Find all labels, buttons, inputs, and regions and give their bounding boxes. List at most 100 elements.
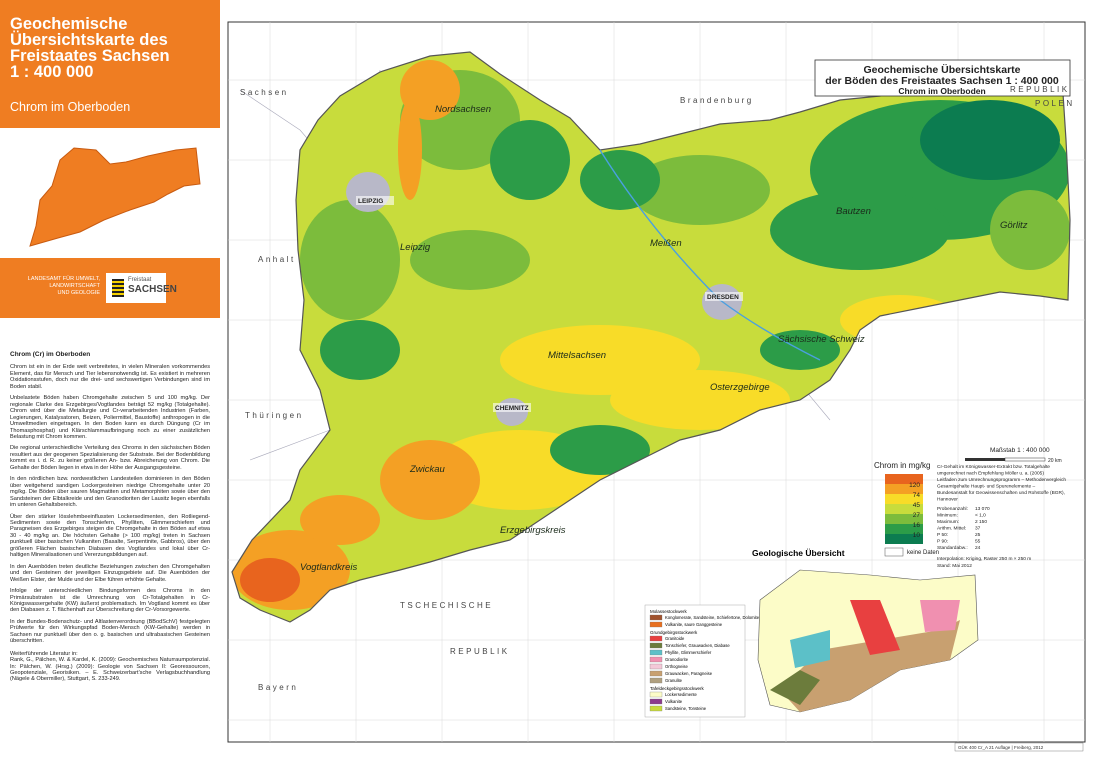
geology-item: Granitoide <box>665 636 685 641</box>
city-label: DRESDEN <box>707 294 739 301</box>
geology-item: Sandsteine, Tonsteine <box>665 706 707 711</box>
geology-swatch <box>649 691 663 698</box>
inset-unit <box>920 600 960 632</box>
state-small: Freistaat <box>128 277 152 283</box>
legend-break: 120 <box>909 482 920 489</box>
neighbour-label: Sachsen <box>240 88 289 97</box>
legend-swatch <box>885 494 923 504</box>
silhouette <box>29 147 201 247</box>
subtitle: Chrom im Oberboden <box>10 100 131 114</box>
paragraph: Chrom ist ein in der Erde weit verbreite… <box>10 364 210 390</box>
urban-area <box>346 172 390 212</box>
geology-item: Granulite <box>665 678 683 683</box>
map-title-box <box>814 59 1071 97</box>
literature-heading: Weiterführende Literatur in: <box>10 650 78 657</box>
stat-name: Arithm. Mittel: <box>937 526 966 532</box>
inset-unit <box>780 620 960 712</box>
legend-break: 10 <box>913 532 921 539</box>
district-label: Sächsische Schweiz <box>778 334 865 345</box>
state-logo: Freistaat SACHSEN <box>106 273 177 303</box>
inset-unit <box>850 600 900 655</box>
stat-value: 13 070 <box>975 506 990 512</box>
district-label: Zwickau <box>409 464 446 475</box>
method-line: umgerechnet nach Empfehlung Möller u. a.… <box>937 471 1044 477</box>
geology-swatch <box>649 670 663 677</box>
legend-break: 16 <box>913 522 921 529</box>
surface-patches <box>232 60 1070 610</box>
neighbour-label: Brandenburg <box>680 96 754 105</box>
title: Geochemische Übersichtskarte des Freista… <box>10 16 170 81</box>
geology-swatch <box>649 642 663 649</box>
legend-nodata <box>884 547 904 557</box>
city-label: LEIPZIG <box>358 198 383 205</box>
side-panel: Geochemische Übersichtskarte des Freista… <box>0 0 220 761</box>
neighbour-label: Anhalt <box>258 255 296 264</box>
heading: Chrom (Cr) im Oberboden <box>10 351 91 358</box>
agency-line: LANDWIRTSCHAFT <box>49 283 100 289</box>
stat-name: Standardabw.: <box>937 545 968 551</box>
geology-swatch <box>649 698 663 705</box>
date: Stand: Mai 2012 <box>937 563 972 569</box>
district-label: Görlitz <box>1000 220 1028 231</box>
legend-nodata-label: keine Daten <box>907 550 939 556</box>
geology-swatch <box>649 663 663 670</box>
stat-name: Maximum: <box>937 519 959 525</box>
geology-title: Geologische Übersicht <box>752 548 845 558</box>
method-line: Gesamtgehalte Haupt- und Spurenelemente … <box>937 484 1035 490</box>
district-label: Vogtlandkreis <box>300 562 357 573</box>
geology-item: Orthogneise <box>665 664 688 669</box>
scale-km: 20 km <box>1048 458 1062 464</box>
stat-value: 2 150 <box>975 519 987 525</box>
geology-swatch <box>649 705 663 712</box>
paragraph: In den Auenböden treten deutliche Bezieh… <box>10 563 210 583</box>
geology-item: Konglomerate, Sandsteine, Schiefertone, … <box>665 615 760 620</box>
geology-swatch <box>649 614 663 621</box>
scale-label: Maßstab 1 : 400 000 <box>990 447 1050 454</box>
state: SACHSEN <box>128 284 177 295</box>
legend-title: Chrom in mg/kg <box>874 461 930 470</box>
agency-name: LANDESAMT FÜR UMWELT, LANDWIRTSCHAFT UND… <box>20 276 100 297</box>
neighbour-label: Bayern <box>258 683 298 692</box>
footer: GÜK 400 Cr_A 21 Auflage | Freiberg, 2012 <box>958 744 1044 750</box>
neighbour-label: Thüringen <box>245 411 304 420</box>
district-label: Bautzen <box>836 206 871 217</box>
city-box <box>705 292 743 301</box>
paragraph: Über den stärker lösslehmbeeinflussten L… <box>10 513 210 559</box>
neighbour-label: POLEN <box>1035 99 1075 108</box>
explanation: Chrom (Cr) im Oberboden Chrom ist ein in… <box>10 351 210 688</box>
paragraph: Die regional unterschiedliche Verteilung… <box>10 445 210 471</box>
paragraph: In den nördlichen bzw. nordwestlichen La… <box>10 476 210 509</box>
agency-line: UND GEOLOGIE <box>57 290 100 296</box>
method-line: Hannover <box>937 497 958 503</box>
paragraphs: Chrom ist ein in der Erde weit verbreite… <box>10 364 210 644</box>
title-block: Geochemische Übersichtskarte des Freista… <box>0 0 220 128</box>
stat-name: P 90: <box>937 539 948 545</box>
stat-value: < 1,0 <box>975 513 986 519</box>
neighbour-label: TSCHECHISCHE <box>400 601 493 610</box>
crest <box>112 279 124 297</box>
scale-bar <box>1004 457 1046 462</box>
map-title: Geochemische Übersichtskarte <box>864 63 1021 76</box>
geology-item: Vulkanite <box>665 699 683 704</box>
stat-name: Minimum: <box>937 513 958 519</box>
geology-inset: Geologische Übersicht MolassestockwerkKon… <box>644 548 979 718</box>
stat-value: 25 <box>975 532 981 538</box>
geology-item: Tonschiefer, Grauwacken, Diabase <box>665 643 730 648</box>
saxony-shape <box>29 147 201 247</box>
paragraph: Infolge der unterschiedlichen Bindungsfo… <box>10 588 210 614</box>
geology-swatch <box>649 677 663 684</box>
title-line: Freistaates Sachsen <box>10 47 170 65</box>
legend-swatch <box>885 524 923 534</box>
district-label: Leipzig <box>400 242 431 253</box>
city-label: CHEMNITZ <box>495 405 529 412</box>
method-line: Bundesanstalt für Geowissenschaften und … <box>937 490 1065 496</box>
geology-swatch <box>649 649 663 656</box>
method-line: Leitfaden zum Umrechnungsprogramm – Meth… <box>937 477 1066 483</box>
map-subtitle: Chrom im Oberboden <box>898 86 985 96</box>
stat-value: 55 <box>975 539 981 545</box>
stat-name: Probenanzahl: <box>937 506 968 512</box>
legend-swatch <box>885 504 923 514</box>
